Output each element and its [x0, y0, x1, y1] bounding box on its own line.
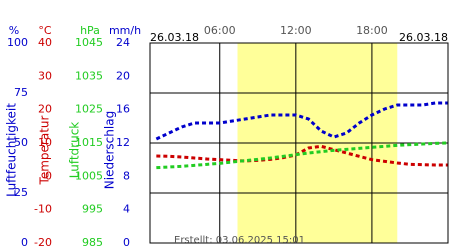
y-tick-label: 25 — [14, 186, 28, 199]
y-tick-label: 100 — [7, 36, 28, 49]
y-tick-label: 985 — [82, 236, 103, 249]
y-tick-label: 50 — [14, 136, 28, 149]
axis-title: Luftfeuchtigkeit — [5, 103, 19, 197]
y-tick-label: 10 — [38, 136, 52, 149]
y-tick-label: 12 — [116, 136, 130, 149]
axis-title: Temperatur — [38, 115, 52, 185]
y-tick-label: 0 — [45, 169, 52, 182]
axis-unit: % — [9, 24, 19, 37]
y-tick-label: 20 — [38, 103, 52, 116]
footer: Erstellt: 03.06.2025 15:01 — [174, 235, 305, 246]
y-tick-label: 1035 — [75, 69, 103, 82]
y-tick-label: 24 — [116, 36, 130, 49]
y-tick-label: 0 — [21, 236, 28, 249]
plot-border — [149, 42, 449, 244]
y-tick-label: 1025 — [75, 103, 103, 116]
x-tick-label: 06:00 — [204, 24, 236, 37]
y-tick-label: 0 — [123, 236, 130, 249]
axis-unit: hPa — [80, 24, 100, 37]
y-tick-label: 1015 — [75, 136, 103, 149]
y-tick-label: 75 — [14, 86, 28, 99]
y-tick-label: 30 — [38, 69, 52, 82]
x-tick-label: 18:00 — [356, 24, 388, 37]
y-tick-label: 995 — [82, 203, 103, 216]
y-tick-label: 1005 — [75, 169, 103, 182]
date-label: 26.03.18 — [399, 31, 448, 44]
axis-title: Luftdruck — [68, 122, 82, 179]
series-line — [155, 101, 448, 141]
y-tick-label: 1045 — [75, 36, 103, 49]
y-tick-label: 8 — [123, 169, 130, 182]
y-tick-label: 16 — [116, 103, 130, 116]
y-tick-label: 4 — [123, 203, 130, 216]
axis-title: Niederschlag — [103, 111, 117, 189]
y-tick-label: 20 — [116, 69, 130, 82]
x-tick-label: 12:00 — [280, 24, 312, 37]
axis-unit: °C — [38, 24, 52, 37]
y-tick-label: -10 — [34, 203, 52, 216]
axis-unit: mm/h — [109, 24, 141, 37]
y-tick-label: -20 — [34, 236, 52, 249]
y-tick-label: 40 — [38, 36, 52, 49]
series-line — [156, 144, 448, 167]
date-label: 26.03.18 — [150, 31, 199, 44]
